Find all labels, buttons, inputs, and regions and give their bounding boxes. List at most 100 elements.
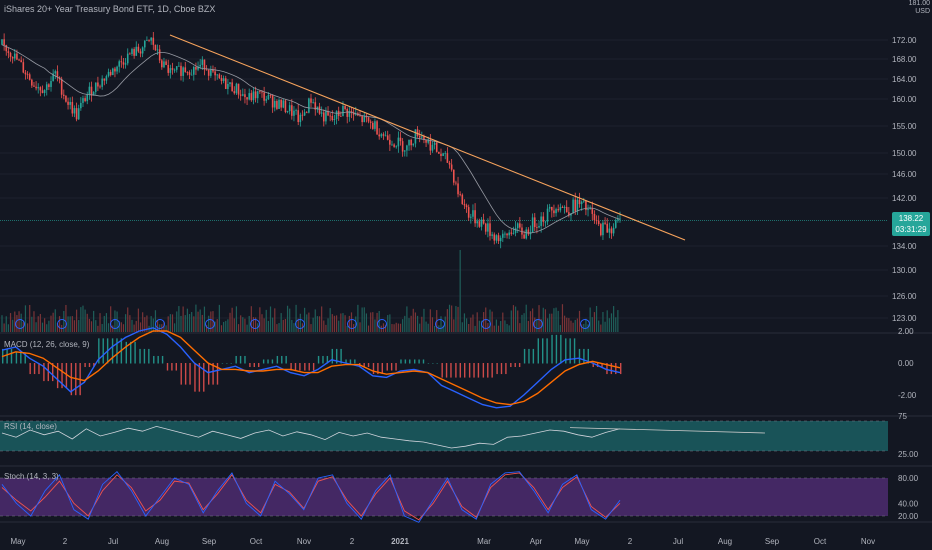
volume-bar	[489, 309, 491, 332]
volume-bar	[327, 318, 329, 332]
candle-body	[327, 111, 329, 116]
volume-bar	[201, 314, 203, 332]
candle-body	[39, 87, 42, 91]
x-tick-label: 2021	[391, 537, 409, 546]
volume-bar	[453, 319, 455, 332]
candle-body	[13, 53, 16, 59]
macd-histogram-bar	[404, 359, 407, 364]
candle-body	[182, 67, 184, 76]
candle-body	[403, 150, 406, 152]
macd-histogram-bar	[505, 363, 507, 375]
macd-histogram-bar	[450, 363, 452, 378]
macd-histogram-bar	[276, 355, 279, 364]
macd-histogram-bar	[569, 338, 571, 364]
volume-bar	[412, 308, 414, 332]
volume-bar	[33, 311, 35, 332]
macd-histogram-bar	[203, 363, 205, 392]
candle-body	[561, 207, 564, 209]
volume-bar	[197, 311, 199, 332]
macd-histogram-bar	[249, 363, 251, 368]
candle-body	[171, 68, 174, 70]
candle-body	[578, 199, 581, 205]
candle-body	[427, 139, 430, 143]
volume-bar	[402, 319, 404, 332]
volume-bar	[31, 316, 33, 332]
candle-body	[297, 110, 300, 123]
candle-body	[233, 91, 236, 94]
volume-bar	[393, 324, 395, 332]
volume-bar	[137, 308, 139, 332]
candle-body	[33, 85, 35, 87]
candle-body	[97, 82, 99, 87]
candle-body	[348, 111, 351, 117]
volume-bar	[585, 318, 587, 332]
volume-bar	[500, 321, 502, 332]
volume-bar	[563, 315, 566, 332]
macd-histogram-bar	[441, 363, 443, 378]
candle-body	[395, 146, 398, 148]
stoch-k-line	[1, 471, 621, 523]
macd-histogram-bar	[542, 338, 544, 364]
candle-body	[205, 69, 208, 71]
macd-histogram-bar	[445, 363, 448, 378]
volume-bar	[506, 323, 508, 332]
candle-body	[250, 93, 253, 101]
volume-bar	[41, 322, 44, 332]
candle-body	[322, 112, 325, 122]
dividend-marker	[57, 319, 67, 329]
candle-body	[92, 91, 95, 96]
volume-bar	[578, 310, 581, 332]
candle-body	[188, 72, 191, 75]
macd-histogram-bar	[56, 363, 59, 389]
candle-body	[585, 200, 587, 211]
volume-bar	[220, 325, 223, 332]
candle-body	[246, 97, 248, 100]
volume-bar	[180, 315, 182, 332]
volume-bar	[289, 308, 291, 332]
x-tick-label: Nov	[297, 537, 311, 546]
candle-body	[559, 207, 562, 211]
candle-body	[408, 139, 410, 146]
candle-body	[24, 72, 27, 75]
volume-bar	[242, 317, 244, 332]
candle-body	[386, 135, 389, 140]
volume-bar	[502, 312, 504, 332]
volume-bar	[591, 317, 593, 332]
x-tick-label: 2	[350, 537, 355, 546]
macd-histogram-bar	[436, 363, 438, 364]
candle-body	[361, 115, 363, 123]
volume-bar	[589, 307, 591, 332]
volume-bar	[73, 320, 76, 332]
x-tick-label: Sep	[202, 537, 217, 546]
candle-body	[557, 209, 559, 211]
candle-body	[105, 76, 108, 81]
chart-title: iShares 20+ Year Treasury Bond ETF, 1D, …	[4, 4, 216, 14]
volume-bar	[408, 318, 410, 332]
candle-body	[555, 209, 557, 214]
x-tick-label: Oct	[814, 537, 827, 546]
x-tick-label: Oct	[250, 537, 263, 546]
stoch-tick-label: 40.00	[898, 499, 919, 508]
candle-body	[533, 217, 536, 228]
volume-bar	[48, 320, 50, 332]
candle-body	[582, 200, 585, 202]
macd-histogram-bar	[390, 363, 393, 371]
macd-histogram-bar	[560, 334, 562, 364]
volume-bar	[293, 323, 295, 332]
candle-body	[374, 121, 376, 129]
candle-body	[372, 122, 374, 129]
volume-bar	[527, 320, 529, 332]
macd-histogram-bar	[345, 359, 347, 364]
macd-histogram-bar	[414, 359, 416, 364]
candle-body	[126, 53, 129, 64]
volume-bar	[250, 306, 252, 332]
volume-bar	[252, 317, 255, 332]
candle-body	[116, 66, 118, 72]
volume-bar	[199, 309, 201, 332]
macd-histogram-bar	[267, 359, 269, 364]
candle-body	[190, 74, 193, 76]
candle-body	[489, 223, 491, 236]
volume-bar	[559, 325, 561, 332]
candle-body	[376, 121, 378, 135]
